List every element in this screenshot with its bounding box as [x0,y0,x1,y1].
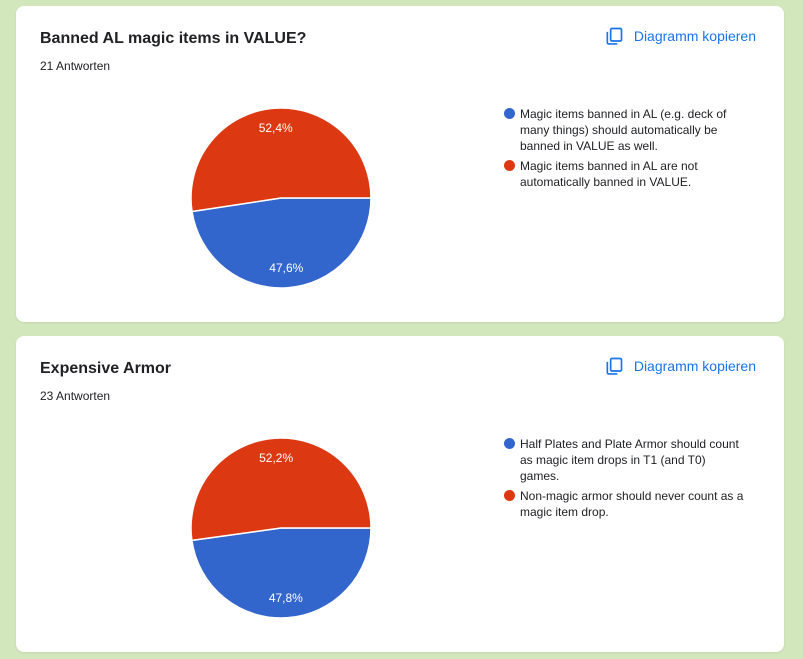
chart-card: Banned AL magic items in VALUE? 21 Antwo… [16,6,784,322]
legend-label: Magic items banned in AL are not automat… [520,159,698,189]
slice-label: 47,6% [269,261,303,275]
copy-chart-button[interactable]: Diagramm kopieren [604,26,756,46]
response-count: 23 Antworten [40,389,111,403]
legend-marker [504,160,515,171]
legend-item: Magic items banned in AL (e.g. deck of m… [504,106,744,154]
legend-marker [504,490,515,501]
copy-chart-button[interactable]: Diagramm kopieren [604,356,756,376]
copy-chart-label: Diagramm kopieren [633,358,756,374]
pie-slice [191,527,372,619]
chart-legend: Half Plates and Plate Armor should count… [504,436,744,524]
legend-item: Half Plates and Plate Armor should count… [504,436,744,484]
response-count: 21 Antworten [40,59,111,73]
pie-slice [190,107,372,213]
slice-label: 52,2% [259,451,293,465]
question-title: Expensive Armor [40,360,172,377]
question-title: Banned AL magic items in VALUE? [40,30,307,47]
legend-marker [504,438,515,449]
copy-icon [606,27,623,45]
pie-slice [190,437,372,542]
legend-marker [504,108,515,119]
chart-legend: Magic items banned in AL (e.g. deck of m… [504,106,744,194]
legend-item: Magic items banned in AL are not automat… [504,158,744,190]
copy-icon [606,357,623,375]
legend-label: Half Plates and Plate Armor should count… [520,437,739,483]
pie-slice [191,197,372,289]
legend-label: Magic items banned in AL (e.g. deck of m… [520,107,727,153]
copy-chart-label: Diagramm kopieren [633,28,756,44]
legend-label: Non-magic armor should never count as a … [520,489,744,519]
pie-chart: 47,6% 52,4% [190,107,372,289]
legend-item: Non-magic armor should never count as a … [504,488,744,520]
slice-label: 47,8% [269,591,303,605]
slice-label: 52,4% [259,121,293,135]
chart-card: Expensive Armor 23 Antworten Diagramm ko… [16,336,784,652]
pie-chart: 47,8% 52,2% [190,437,372,619]
